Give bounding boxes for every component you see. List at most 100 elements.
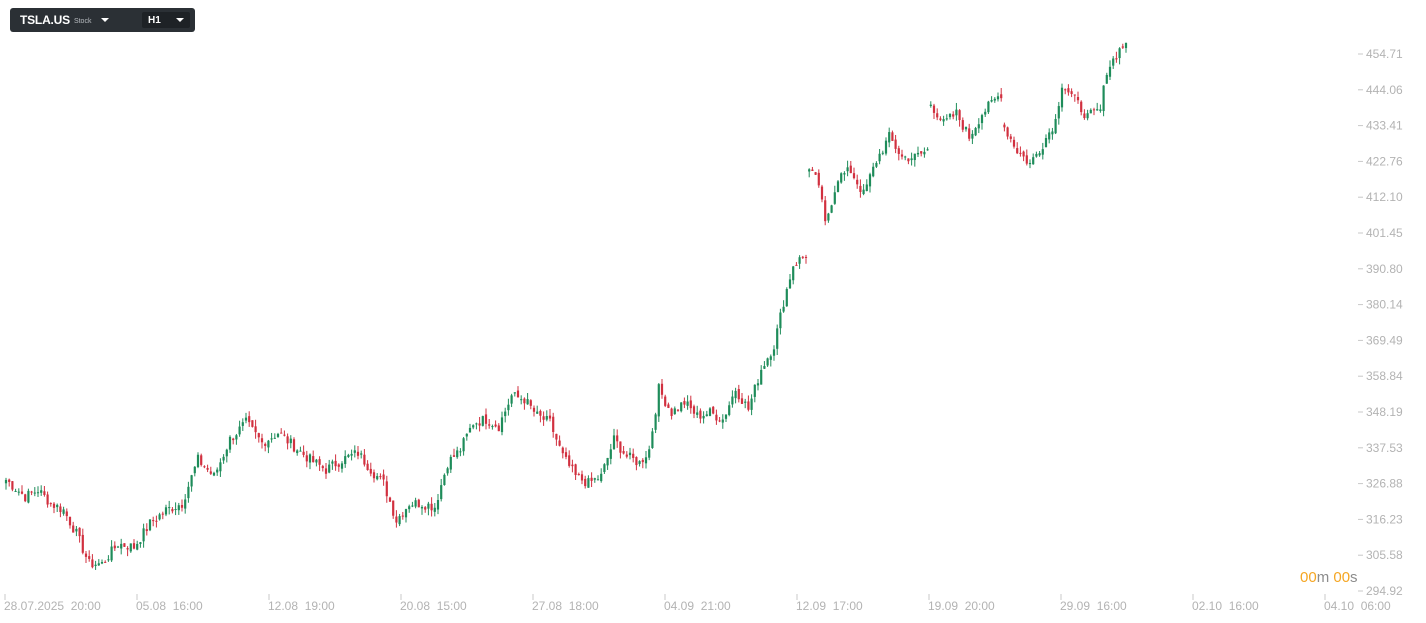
candle-body (875, 162, 878, 167)
candle-body (411, 505, 414, 507)
candle (945, 114, 948, 121)
candle (235, 433, 238, 445)
candle-body (1067, 88, 1070, 93)
time-tick-label: 27.08 18:00 (532, 599, 599, 613)
candle-body (830, 205, 833, 213)
candle-body (193, 466, 196, 474)
candle-body (129, 543, 132, 552)
symbol-dropdown-icon[interactable] (101, 18, 110, 22)
candle-body (312, 456, 315, 463)
candle (660, 379, 664, 399)
candle-body (542, 416, 545, 420)
candle (708, 407, 712, 417)
candle (481, 415, 484, 427)
candle-body (638, 461, 641, 464)
candle (536, 405, 539, 415)
candle-body (673, 408, 676, 415)
candle-countdown: 00m 00s (1300, 569, 1358, 586)
candle-body (456, 450, 459, 458)
candle (584, 475, 587, 489)
candle (1096, 102, 1099, 111)
candle-body (699, 410, 702, 419)
candle-body (404, 509, 408, 518)
candle-body (689, 400, 692, 409)
candle-body (484, 414, 488, 424)
candle (100, 559, 104, 565)
candle-body (884, 140, 888, 154)
candle-body (52, 503, 56, 508)
candle (289, 435, 292, 449)
candle-body (696, 412, 699, 415)
candle (59, 503, 62, 518)
candle-body (113, 545, 116, 549)
candle (88, 550, 91, 562)
candle (878, 149, 881, 165)
candle-body (558, 440, 561, 446)
candle-body (168, 507, 171, 509)
candle (24, 493, 27, 503)
candle-body (881, 152, 884, 154)
candle (340, 461, 344, 473)
candle-body (904, 156, 907, 158)
candle (238, 420, 241, 437)
candle-body (254, 426, 257, 433)
candle (468, 423, 472, 433)
timeframe-dropdown-icon[interactable] (176, 18, 184, 22)
candle-body (609, 449, 612, 459)
candle-body (788, 279, 792, 289)
candle-body (126, 548, 129, 550)
candle (1108, 60, 1112, 80)
candle (980, 113, 984, 130)
time-tick-label: 04.09 21:00 (664, 599, 731, 613)
candle-body (1016, 148, 1019, 154)
candle (225, 448, 228, 463)
candle (1118, 47, 1121, 65)
candle-body (968, 128, 971, 139)
candle (158, 512, 161, 521)
candle (955, 102, 958, 121)
symbol-name[interactable]: TSLA.US (20, 13, 70, 27)
candle-body (123, 543, 126, 547)
candle (1041, 142, 1044, 160)
candle (689, 395, 692, 414)
candle (504, 407, 507, 423)
candle-body (1083, 113, 1086, 119)
candle (123, 543, 126, 547)
candle-body (584, 478, 587, 487)
candle-body (600, 473, 603, 482)
candle (968, 123, 971, 142)
candle (321, 464, 324, 472)
timeframe-label[interactable]: H1 (148, 14, 161, 26)
candle (929, 101, 932, 108)
candle-body (443, 474, 446, 486)
candle-body (782, 306, 785, 312)
candle (897, 145, 900, 161)
candle (4, 477, 8, 490)
candle-body (753, 384, 756, 397)
candle (500, 411, 504, 436)
candle-body (1048, 132, 1051, 140)
timeframe-selector[interactable]: H1 (142, 12, 190, 28)
candle (520, 395, 523, 405)
candle-body (644, 457, 648, 464)
candle (788, 273, 792, 289)
candle (344, 450, 347, 468)
candle (356, 446, 360, 460)
candle (513, 392, 516, 397)
candle-body (590, 477, 593, 481)
candle-body (926, 149, 929, 151)
candle-body (721, 419, 724, 423)
candle (360, 450, 363, 459)
candle (590, 472, 593, 488)
candle-body (561, 447, 564, 454)
candle (171, 506, 174, 514)
candle-body (417, 499, 420, 508)
candle-body (104, 561, 107, 563)
candle-body (190, 475, 193, 487)
candle-body (632, 453, 635, 458)
candle (971, 130, 974, 145)
candle (939, 116, 942, 122)
candle (731, 390, 734, 408)
candle (440, 478, 443, 502)
